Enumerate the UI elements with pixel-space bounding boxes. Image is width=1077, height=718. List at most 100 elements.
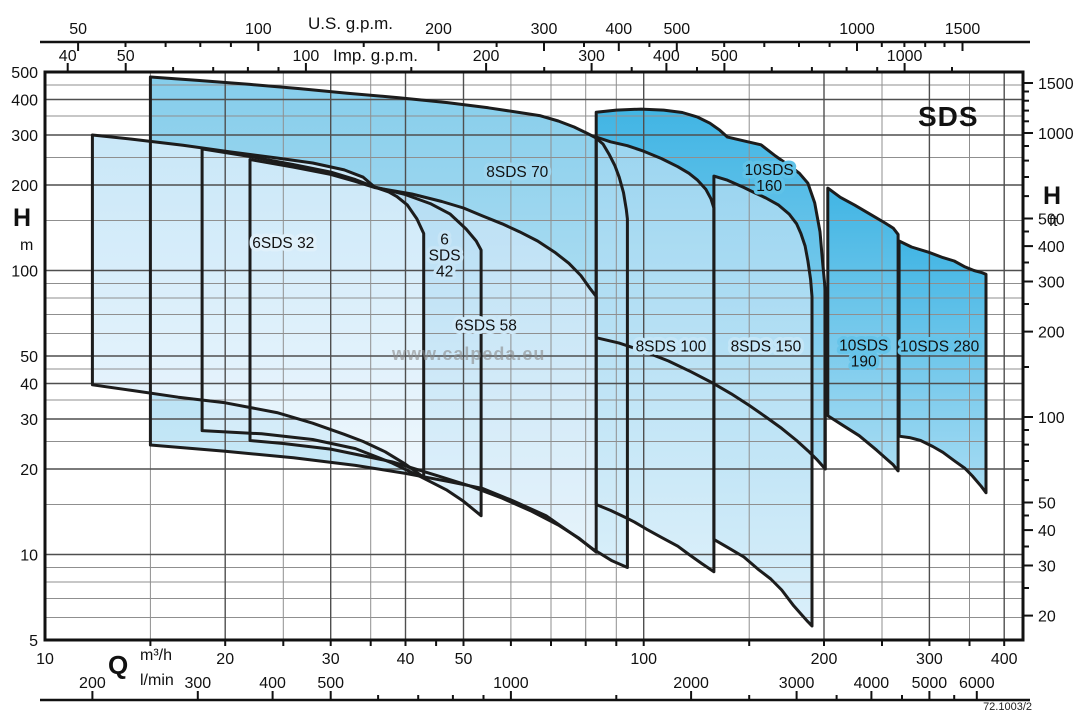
region-outline-6sds-42 <box>200 147 483 518</box>
head-ft-axis: 20 30 40 50 100 200 300 400 500 1000 1500 <box>1023 76 1074 626</box>
region-label-6sds-42: 42 <box>436 263 453 280</box>
svg-text:3000: 3000 <box>779 675 815 692</box>
svg-text:200: 200 <box>425 21 452 38</box>
watermark: www.calpeda.eu <box>392 344 546 364</box>
m3h-axis: 10 20 30 40 50 100 200 300 400 <box>36 640 1018 668</box>
svg-text:300: 300 <box>531 21 558 38</box>
imp-gpm-axis: 40 50 100 200 300 400 500 1000 <box>59 48 953 72</box>
svg-text:1000: 1000 <box>887 48 923 65</box>
svg-text:40: 40 <box>20 377 38 394</box>
svg-text:100: 100 <box>630 651 657 668</box>
region-label-8sds-70: 8SDS 70 <box>486 164 548 181</box>
svg-text:10: 10 <box>36 651 54 668</box>
svg-text:1000: 1000 <box>1038 126 1074 143</box>
svg-text:500: 500 <box>663 21 690 38</box>
region-outlines <box>90 75 988 628</box>
svg-text:400: 400 <box>259 675 286 692</box>
plot-frame <box>43 70 1025 642</box>
svg-text:200: 200 <box>473 48 500 65</box>
imp-gpm-axis-title: Imp. g.p.m. <box>333 46 419 65</box>
region-label-10sds-280: 10SDS 280 <box>900 339 980 356</box>
region-label-10sds-190: 10SDS <box>839 338 888 355</box>
svg-text:50: 50 <box>20 349 38 366</box>
svg-text:50: 50 <box>1038 496 1056 513</box>
svg-text:100: 100 <box>293 48 320 65</box>
svg-text:10: 10 <box>20 548 38 565</box>
series-title: SDS <box>918 101 979 132</box>
svg-text:300: 300 <box>578 48 605 65</box>
flow-axis-unit-m3h: m³/h <box>140 647 172 664</box>
svg-text:5: 5 <box>29 633 38 650</box>
svg-text:20: 20 <box>216 651 234 668</box>
region-fill-10sds-280 <box>899 241 986 493</box>
region-outline-8sds-100 <box>594 135 716 574</box>
svg-text:30: 30 <box>1038 559 1056 576</box>
head-m-axis: 5 10 20 30 40 50 100 200 300 400 500 <box>11 65 38 650</box>
region-outline-10sds-160 <box>594 107 827 471</box>
region-outline-10sds-190 <box>826 186 900 473</box>
svg-text:50: 50 <box>69 21 87 38</box>
head-axis-label-left: H <box>13 204 32 232</box>
region-label-8sds-100: 8SDS 100 <box>636 339 707 356</box>
svg-text:1000: 1000 <box>493 675 529 692</box>
svg-text:4000: 4000 <box>854 675 890 692</box>
head-axis-label-right: H <box>1043 182 1062 210</box>
region-outline-8sds-150 <box>712 174 814 628</box>
svg-text:1000: 1000 <box>839 21 875 38</box>
svg-text:400: 400 <box>1038 239 1065 256</box>
svg-text:50: 50 <box>455 651 473 668</box>
region-outline-10sds-280 <box>897 239 988 495</box>
region-fill-8sds-150 <box>713 176 812 626</box>
svg-text:2000: 2000 <box>673 675 709 692</box>
head-axis-unit-m: m <box>20 237 34 254</box>
svg-text:6000: 6000 <box>959 675 995 692</box>
svg-text:30: 30 <box>322 651 340 668</box>
svg-text:40: 40 <box>1038 523 1056 540</box>
document-reference: 72.1003/2 <box>983 701 1032 713</box>
svg-text:300: 300 <box>1038 275 1065 292</box>
region-label-6sds-32: 6SDS 32 <box>252 235 314 252</box>
svg-text:400: 400 <box>605 21 632 38</box>
svg-text:200: 200 <box>11 178 38 195</box>
region-label-6sds-58: 6SDS 58 <box>455 318 517 335</box>
flow-axis-unit-lmin: l/min <box>140 672 174 689</box>
svg-text:20: 20 <box>20 462 38 479</box>
svg-text:40: 40 <box>59 48 77 65</box>
svg-text:500: 500 <box>317 675 344 692</box>
region-fill-10sds-190 <box>827 188 899 471</box>
region-outline-8sds-70 <box>148 75 629 569</box>
svg-text:300: 300 <box>11 128 38 145</box>
us-gpm-axis-title: U.S. g.p.m. <box>308 14 394 33</box>
region-label-10sds-190: 190 <box>851 354 877 371</box>
svg-text:30: 30 <box>20 412 38 429</box>
svg-text:50: 50 <box>117 48 135 65</box>
svg-text:5000: 5000 <box>912 675 948 692</box>
region-label-10sds-160: 10SDS <box>745 162 794 179</box>
svg-text:500: 500 <box>1038 212 1065 229</box>
svg-text:200: 200 <box>1038 325 1065 342</box>
svg-text:20: 20 <box>1038 609 1056 626</box>
region-label-8sds-150: 8SDS 150 <box>731 339 802 356</box>
us-gpm-axis: 50 100 200 300 400 500 1000 1500 <box>69 21 980 51</box>
svg-text:1500: 1500 <box>1038 76 1074 93</box>
region-label-10sds-160: 160 <box>756 178 782 195</box>
svg-text:200: 200 <box>79 675 106 692</box>
lmin-axis: 200 300 400 500 1000 2000 3000 4000 5000 6000 <box>79 675 995 700</box>
svg-text:100: 100 <box>1038 410 1065 427</box>
svg-text:500: 500 <box>711 48 738 65</box>
svg-text:400: 400 <box>11 93 38 110</box>
region-label-6sds-42: SDS <box>429 247 461 264</box>
region-label-6sds-42: 6 <box>440 231 449 248</box>
svg-text:300: 300 <box>184 675 211 692</box>
region-outline-6sds-32 <box>90 133 426 479</box>
svg-text:100: 100 <box>11 264 38 281</box>
svg-text:200: 200 <box>811 651 838 668</box>
svg-text:1500: 1500 <box>945 21 981 38</box>
svg-text:500: 500 <box>11 65 38 82</box>
svg-text:100: 100 <box>245 21 272 38</box>
flow-axis-label: Q <box>108 650 129 680</box>
svg-text:400: 400 <box>991 651 1018 668</box>
